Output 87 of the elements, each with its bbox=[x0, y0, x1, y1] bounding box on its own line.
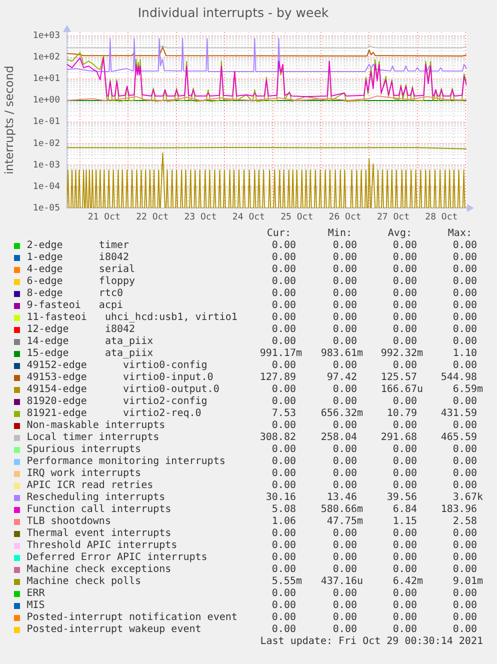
legend-label: Deferred Error APIC interrupts bbox=[26, 552, 208, 564]
text: 0.00 0.00 0.00 0.00 bbox=[272, 456, 477, 467]
y-tick-label: 1e-04 bbox=[32, 182, 60, 192]
legend-label: APIC ICR read retries bbox=[26, 480, 154, 492]
chart-title: Individual interrupts - by week bbox=[138, 4, 330, 20]
legend-label: Spurious interrupts bbox=[26, 444, 142, 456]
text: Last update: Fri Oct 29 00:30:14 2021 bbox=[260, 636, 483, 648]
text: 0.00 0.00 0.00 0.00 bbox=[272, 360, 477, 371]
text: 0.00 0.00 166.67u 6.59m bbox=[272, 384, 483, 395]
text: 0.00 0.00 0.00 0.00 bbox=[272, 540, 477, 551]
legend-label: 1-edge i8042 bbox=[26, 252, 130, 264]
x-tick-label: 26 Oct bbox=[328, 212, 362, 223]
text: 991.17m 983.61m 992.32m 1.10 bbox=[260, 348, 477, 359]
text: 0.00 0.00 0.00 0.00 bbox=[272, 600, 477, 611]
x-tick-label: 21 Oct bbox=[88, 212, 120, 223]
text: 1.06 47.75m 1.15 2.58 bbox=[272, 516, 477, 527]
text: 308.82 258.04 291.68 465.59 bbox=[260, 432, 477, 443]
x-tick-label: 22 Oct bbox=[136, 212, 169, 223]
text: 0.00 0.00 0.00 0.00 bbox=[272, 276, 477, 287]
text: 0.00 0.00 0.00 0.00 bbox=[272, 324, 477, 335]
legend-label: 11-fasteoi uhci_hcd:usb1, virtio1 bbox=[26, 312, 238, 324]
text: 0.00 0.00 0.00 0.00 bbox=[272, 528, 477, 539]
text: 0.00 0.00 0.00 0.00 bbox=[272, 564, 477, 575]
legend-label: 49154-edge virtio0-output.0 bbox=[26, 384, 220, 396]
legend-label: 6-edge floppy bbox=[26, 276, 136, 288]
text: 0.00 0.00 0.00 0.00 bbox=[272, 336, 477, 347]
legend-label: 8-edge rtc0 bbox=[26, 288, 124, 300]
text: 0.00 0.00 0.00 0.00 bbox=[272, 264, 477, 275]
legend-label: 2-edge timer bbox=[26, 240, 130, 252]
legend-label: 81921-edge virtio2-req.0 bbox=[26, 408, 202, 420]
text: 0.00 0.00 0.00 0.00 bbox=[272, 288, 477, 299]
text: Cur: Min: Avg: Max: bbox=[266, 228, 472, 239]
text: 5.08 580.66m 6.84 183.96 bbox=[272, 504, 477, 515]
text: 0.00 0.00 0.00 0.00 bbox=[272, 612, 477, 623]
legend-label: Machine check polls bbox=[26, 576, 142, 588]
text: 0.00 0.00 0.00 0.00 bbox=[272, 468, 477, 479]
y-axis-title: interrupts / second bbox=[2, 66, 16, 174]
legend-label: 12-edge i8042 bbox=[26, 324, 136, 336]
legend-label: 4-edge serial bbox=[26, 264, 136, 276]
text: 0.00 0.00 0.00 0.00 bbox=[272, 588, 477, 599]
legend-label: Non-maskable interrupts bbox=[26, 420, 166, 432]
x-tick-label: 23 Oct bbox=[184, 212, 217, 223]
x-tick-label: 24 Oct bbox=[232, 212, 265, 223]
legend-label: 49152-edge virtio0-config bbox=[26, 360, 208, 372]
legend-label: Thermal event interrupts bbox=[26, 528, 172, 540]
legend-label: MIS bbox=[26, 600, 45, 612]
y-tick-label: 1e+00 bbox=[32, 96, 60, 106]
legend-label: Rescheduling interrupts bbox=[26, 492, 166, 504]
text: 0.00 0.00 0.00 0.00 bbox=[272, 312, 477, 323]
legend-label: 14-edge ata_piix bbox=[26, 336, 154, 348]
legend-label: Performance monitoring interrupts bbox=[26, 456, 226, 468]
legend-label: Function call interrupts bbox=[26, 504, 172, 516]
legend-label: 15-edge ata_piix bbox=[26, 348, 154, 360]
legend-label: Machine check exceptions bbox=[26, 564, 172, 576]
y-tick-label: 1e+01 bbox=[32, 74, 60, 84]
legend-label: Posted-interrupt wakeup event bbox=[26, 624, 202, 636]
x-tick-label: 28 Oct bbox=[425, 212, 458, 223]
legend-label: TLB shootdowns bbox=[26, 516, 111, 528]
text: 0.00 0.00 0.00 0.00 bbox=[272, 420, 477, 431]
text: 30.16 13.46 39.56 3.67k bbox=[266, 492, 483, 503]
legend-label: ERR bbox=[26, 588, 45, 600]
legend-label: 81920-edge virtio2-config bbox=[26, 396, 208, 408]
text: 0.00 0.00 0.00 0.00 bbox=[272, 480, 477, 491]
y-tick-label: 1e-05 bbox=[32, 203, 60, 214]
x-tick-label: 27 Oct bbox=[376, 212, 410, 223]
text: 0.00 0.00 0.00 0.00 bbox=[272, 624, 477, 635]
legend-label: IRQ work interrupts bbox=[26, 468, 142, 480]
legend-label: Local timer interrupts bbox=[26, 432, 160, 444]
legend-label: 9-fasteoi acpi bbox=[26, 300, 124, 312]
text: 0.00 0.00 0.00 0.00 bbox=[272, 444, 477, 455]
text: 0.00 0.00 0.00 0.00 bbox=[272, 552, 477, 563]
y-tick-label: 1e+03 bbox=[32, 31, 60, 42]
legend-label: Threshold APIC interrupts bbox=[26, 540, 178, 552]
text: 0.00 0.00 0.00 0.00 bbox=[272, 252, 477, 263]
text: 0.00 0.00 0.00 0.00 bbox=[272, 240, 477, 251]
text: 0.00 0.00 0.00 0.00 bbox=[272, 396, 477, 407]
text: 0.00 0.00 0.00 0.00 bbox=[272, 300, 477, 311]
text: 7.53 656.32m 10.79 431.59 bbox=[272, 408, 477, 419]
y-tick-label: 1e-02 bbox=[32, 138, 60, 149]
y-tick-label: 1e-03 bbox=[32, 160, 60, 170]
legend-label: 49153-edge virtio0-input.0 bbox=[26, 372, 214, 384]
text: 127.89 97.42 125.57 544.98 bbox=[260, 372, 477, 383]
y-tick-label: 1e+02 bbox=[32, 52, 60, 63]
text: 5.55m 437.16u 6.42m 9.01m bbox=[272, 576, 483, 587]
legend-label: Posted-interrupt notification event bbox=[26, 612, 238, 624]
x-tick-label: 25 Oct bbox=[280, 212, 314, 223]
y-tick-label: 1e-01 bbox=[32, 117, 60, 128]
